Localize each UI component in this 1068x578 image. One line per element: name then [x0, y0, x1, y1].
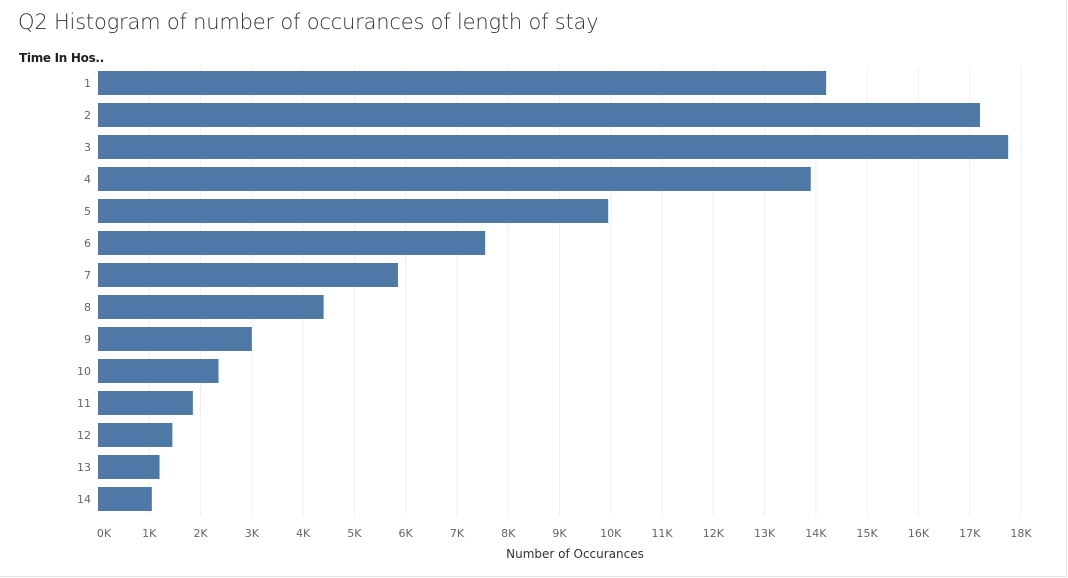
bar-11[interactable] [98, 391, 193, 415]
y-tick-label: 12 [77, 429, 91, 442]
bar-1[interactable] [98, 71, 827, 95]
y-axis-header: Time In Hos.. [19, 51, 104, 65]
y-tick-label: 10 [77, 365, 91, 378]
bars [98, 71, 1009, 511]
x-tick-labels: 0K 1K 2K 3K 4K 5K 6K 7K 8K 9K 10K 11K 12K 13K 14K 15K 16… [97, 527, 1032, 540]
bar-2[interactable] [98, 103, 980, 127]
x-tick-label: 1K [142, 527, 157, 540]
y-tick-label: 6 [84, 237, 91, 250]
bar-5[interactable] [98, 199, 609, 223]
x-tick-label: 18K [1010, 527, 1032, 540]
bar-10[interactable] [98, 359, 219, 383]
bar-9[interactable] [98, 327, 252, 351]
y-tick-label: 4 [84, 173, 91, 186]
y-tick-label: 7 [84, 269, 91, 282]
y-tick-label: 1 [84, 77, 91, 90]
y-tick-label: 3 [84, 141, 91, 154]
x-tick-label: 13K [754, 527, 776, 540]
x-axis-title: Number of Occurances [506, 547, 644, 561]
x-tick-label: 7K [450, 527, 465, 540]
y-tick-label: 9 [84, 333, 91, 346]
x-tick-label: 12K [703, 527, 725, 540]
y-tick-label: 11 [77, 397, 91, 410]
bar-12[interactable] [98, 423, 173, 447]
x-tick-label: 14K [805, 527, 827, 540]
bar-3[interactable] [98, 135, 1009, 159]
y-tick-label: 2 [84, 109, 91, 122]
bar-8[interactable] [98, 295, 324, 319]
x-tick-label: 6K [399, 527, 414, 540]
bar-14[interactable] [98, 487, 152, 511]
x-tick-label: 0K [97, 527, 112, 540]
bar-7[interactable] [98, 263, 398, 287]
x-tick-label: 2K [193, 527, 208, 540]
x-tick-label: 10K [600, 527, 622, 540]
bar-13[interactable] [98, 455, 160, 479]
x-tick-label: 17K [959, 527, 981, 540]
y-tick-label: 14 [77, 493, 91, 506]
x-tick-label: 4K [296, 527, 311, 540]
x-tick-label: 11K [651, 527, 673, 540]
x-tick-label: 15K [857, 527, 879, 540]
gridlines [148, 67, 1022, 516]
x-tick-label: 5K [347, 527, 362, 540]
y-tick-label: 13 [77, 461, 91, 474]
bar-6[interactable] [98, 231, 486, 255]
chart-title: Q2 Histogram of number of occurances of … [18, 10, 599, 34]
x-tick-label: 9K [552, 527, 567, 540]
y-tick-label: 5 [84, 205, 91, 218]
x-tick-label: 8K [501, 527, 516, 540]
x-tick-label: 3K [245, 527, 260, 540]
x-tick-label: 16K [908, 527, 930, 540]
y-tick-label: 8 [84, 301, 91, 314]
bar-4[interactable] [98, 167, 811, 191]
